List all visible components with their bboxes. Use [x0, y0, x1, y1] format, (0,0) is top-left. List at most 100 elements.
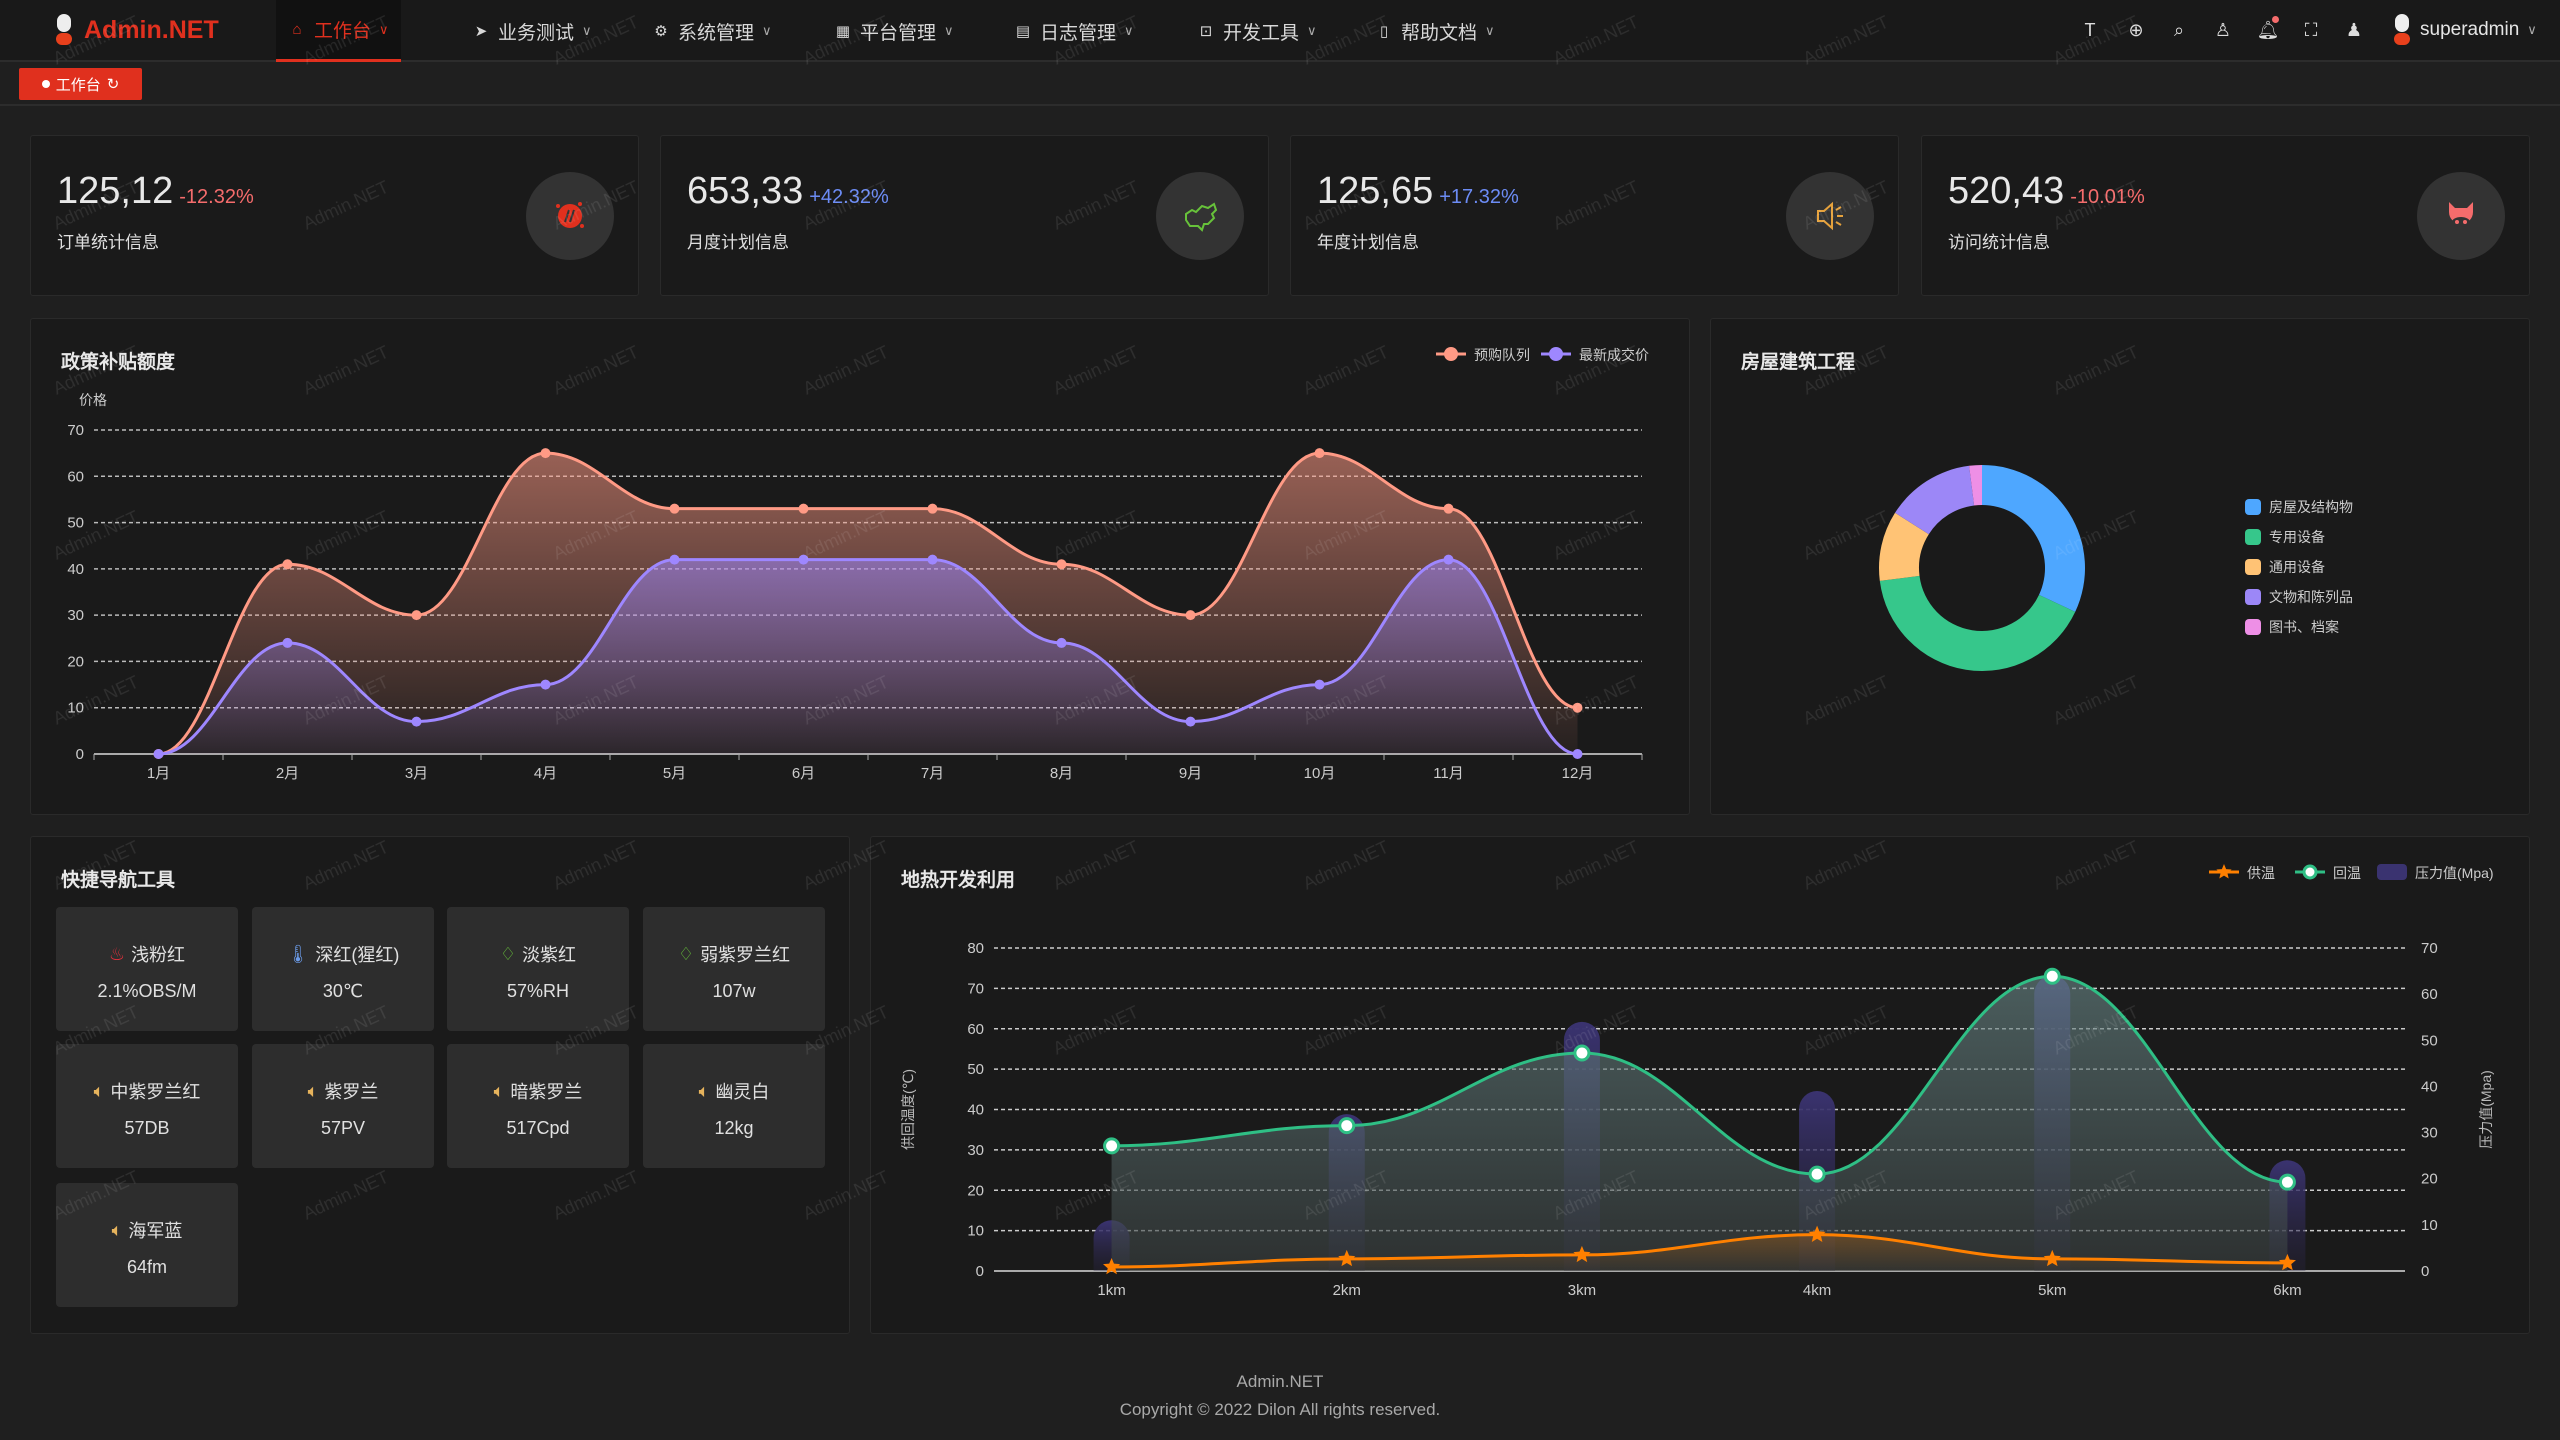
active-dot-icon: [41, 80, 50, 88]
chevron-down-icon: ∨: [1124, 23, 1134, 38]
y-tick-label: 50: [67, 515, 84, 532]
data-point: [927, 554, 938, 565]
tile-header: ♢ 弱紫罗兰红: [643, 941, 825, 967]
x-tick-label: 4km: [1803, 1282, 1831, 1299]
legend-item[interactable]: 通用设备: [2245, 557, 2325, 577]
nav-item-1[interactable]: ➤ 业务测试 ∨: [460, 0, 604, 62]
legend-marker-icon: [2377, 863, 2407, 883]
nav-item-2[interactable]: ⚙ 系统管理 ∨: [640, 0, 784, 62]
refresh-icon[interactable]: ↻: [106, 76, 120, 93]
legend-item[interactable]: 图书、档案: [2245, 617, 2339, 637]
legend-item[interactable]: 最新成交价: [1541, 345, 1649, 365]
legend-item[interactable]: 预购队列: [1436, 345, 1530, 365]
footer-copyright: Copyright © 2022 Dilon All rights reserv…: [1119, 1400, 1441, 1419]
tile-name: 深红(猩红): [315, 945, 400, 965]
legend-item[interactable]: 房屋及结构物: [2245, 497, 2353, 517]
tile-name: 浅粉红: [131, 945, 186, 965]
data-point: [798, 503, 809, 514]
legend-item[interactable]: 回温: [2295, 863, 2361, 883]
nav-item-6[interactable]: ▯ 帮助文档 ∨: [1363, 0, 1507, 62]
legend-item[interactable]: 压力值(Mpa): [2377, 863, 2494, 883]
legend-item[interactable]: 文物和陈列品: [2245, 587, 2353, 607]
china-map-icon: [1156, 172, 1244, 260]
stat-label: 访问统计信息: [1948, 233, 2050, 252]
logo[interactable]: Admin.NET: [54, 14, 219, 46]
data-point: [1056, 559, 1067, 570]
data-point: [1443, 503, 1454, 514]
data-point: [282, 559, 293, 570]
legend-item[interactable]: 专用设备: [2245, 527, 2325, 547]
data-point: [1443, 554, 1454, 565]
chevron-down-icon: ∨: [1307, 23, 1317, 38]
x-tick-label: 11月: [1433, 765, 1464, 782]
tag-workbench[interactable]: 工作台 ↻: [19, 68, 142, 100]
font-size-icon[interactable]: T: [2084, 20, 2096, 40]
building-donut-chart: [1879, 465, 2085, 671]
tile-value: 64fm: [126, 1257, 168, 1277]
donut-slice: [1879, 575, 2076, 671]
legend-label: 图书、档案: [2269, 619, 2339, 635]
data-point: [153, 749, 164, 759]
quick-nav-tile[interactable]: 🌡︎ 深红(猩红) 30℃: [252, 907, 434, 1031]
quick-nav-tile[interactable]: ♢ 弱紫罗兰红 107w: [643, 907, 825, 1031]
x-tick-label: 8月: [1050, 765, 1073, 782]
tile-name: 暗紫罗兰: [510, 1082, 583, 1102]
nav-item-0[interactable]: ⌂ 工作台 ∨: [276, 0, 401, 62]
user-menu[interactable]: superadmin ∨: [2392, 14, 2537, 46]
quick-nav-tile[interactable]: 🔈︎ 中紫罗兰红 57DB: [56, 1044, 238, 1168]
legend-swatch-icon: [2245, 529, 2261, 545]
language-icon[interactable]: ⊕: [2128, 20, 2144, 40]
stat-card: 125,12 -12.32% 订单统计信息: [30, 135, 639, 296]
y-tick-label: 40: [67, 561, 84, 578]
legend-label: 预购队列: [1474, 347, 1530, 363]
tile-value: 57%RH: [506, 981, 570, 1001]
quick-nav-tile[interactable]: 🔈︎ 紫罗兰 57PV: [252, 1044, 434, 1168]
y-axis-label: 价格: [79, 392, 107, 408]
skin-icon[interactable]: ♙: [2214, 20, 2232, 40]
tile-value: 107w: [712, 981, 756, 1001]
quick-nav-tile[interactable]: ♢ 淡紫红 57%RH: [447, 907, 629, 1031]
user-icon[interactable]: ♟: [2345, 20, 2363, 40]
data-point: [411, 716, 422, 727]
legend-swatch-icon: [2245, 559, 2261, 575]
nav-item-3[interactable]: ▦ 平台管理 ∨: [822, 0, 966, 62]
legend-label: 最新成交价: [1579, 347, 1649, 363]
x-tick-label: 12月: [1562, 765, 1594, 782]
data-point: [1314, 679, 1325, 690]
quick-nav-tile[interactable]: 🔈︎ 幽灵白 12kg: [643, 1044, 825, 1168]
x-tick-label: 5月: [663, 765, 686, 782]
return-temp-point: [2043, 967, 2061, 985]
speaker-icon: 🔈︎: [307, 1080, 319, 1101]
legend-item[interactable]: 供温: [2209, 863, 2275, 883]
card-title: 房屋建筑工程: [1741, 352, 1856, 373]
tags-view: 工作台 ↻: [0, 64, 2560, 106]
bell-icon[interactable]: 🔔︎: [2256, 16, 2280, 42]
x-tick-label: 3月: [405, 765, 428, 782]
quick-nav-tile[interactable]: ♨ 浅粉红 2.1%OBS/M: [56, 907, 238, 1031]
stat-card: 653,33 +42.32% 月度计划信息: [660, 135, 1269, 296]
tile-header: 🔈︎ 幽灵白: [643, 1078, 825, 1104]
speaker-icon: [1786, 172, 1874, 260]
speaker-icon: 🔈︎: [493, 1080, 505, 1101]
tile-header: 🔈︎ 中紫罗兰红: [56, 1078, 238, 1104]
y2-tick-label: 30: [2421, 1125, 2438, 1142]
tile-header: 🔈︎ 暗紫罗兰: [447, 1078, 629, 1104]
nav-label: 工作台: [314, 21, 372, 42]
x-tick-label: 2月: [276, 765, 299, 782]
nav-item-4[interactable]: ▤ 日志管理 ∨: [1002, 0, 1146, 62]
app-title: Admin.NET: [84, 15, 219, 44]
data-point: [927, 503, 938, 514]
data-point: [540, 448, 551, 459]
x-tick-label: 3km: [1568, 1282, 1596, 1299]
nav-item-5[interactable]: ⊡ 开发工具 ∨: [1185, 0, 1329, 62]
card-title: 快捷导航工具: [61, 870, 176, 891]
fullscreen-icon[interactable]: ⛶: [2304, 20, 2318, 40]
data-point: [540, 679, 551, 690]
quick-nav-tile[interactable]: 🔈︎ 暗紫罗兰 517Cpd: [447, 1044, 629, 1168]
card-title: 政策补贴额度: [61, 352, 176, 373]
search-icon[interactable]: ⌕: [2173, 20, 2185, 40]
x-tick-label: 6km: [2273, 1282, 2301, 1299]
footer-brand: Admin.NET: [1236, 1372, 1324, 1391]
tile-value: 12kg: [714, 1118, 754, 1138]
quick-nav-tile[interactable]: 🔈︎ 海军蓝 64fm: [56, 1183, 238, 1307]
